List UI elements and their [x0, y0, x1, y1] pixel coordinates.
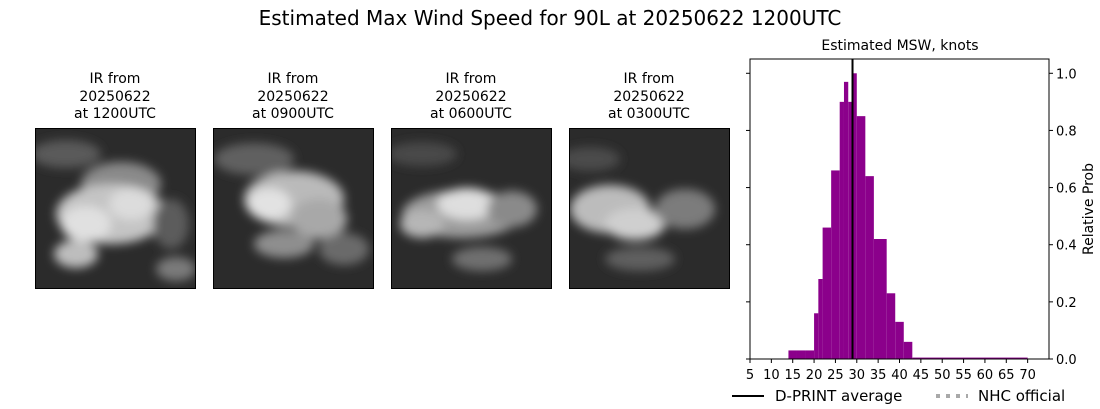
histogram-bar: [895, 321, 904, 359]
histogram-bar: [831, 170, 840, 359]
y-tick-label: 0.2: [1056, 296, 1077, 311]
legend-nhc-label: NHC official: [978, 387, 1065, 405]
x-tick-label: 60: [977, 368, 994, 383]
x-tick-label: 15: [784, 368, 801, 383]
ir-panel-2-title: IR from 20250622 at 0900UTC: [212, 71, 374, 124]
histogram-bar: [886, 293, 896, 359]
y-axis-ticks: 0.0 0.2 0.4 0.6 0.8 1.0: [746, 67, 1077, 368]
histogram-bar: [873, 239, 887, 359]
histogram-bars: [788, 73, 1028, 360]
ir-panel-3-date: 20250622: [435, 88, 507, 105]
ir-panel-4-date: 20250622: [613, 88, 685, 105]
x-tick-label: 35: [870, 368, 887, 383]
histogram-bar: [843, 81, 849, 359]
ir-panel-3-title: IR from 20250622 at 0600UTC: [390, 71, 552, 124]
histogram-bar: [788, 350, 797, 359]
ir-panel-1-time: at 1200UTC: [74, 106, 156, 122]
x-tick-label: 40: [891, 368, 908, 383]
ir-panel-2-line1: IR from: [267, 71, 319, 87]
chart-title: Estimated MSW, knots: [821, 38, 978, 54]
y-tick-label: 1.0: [1056, 67, 1077, 82]
ir-panel-1-date: 20250622: [79, 88, 151, 105]
x-tick-label: 50: [934, 368, 951, 383]
histogram-bar: [818, 279, 823, 359]
chart-legend: D-PRINT average NHC official: [732, 387, 1065, 405]
y-tick-label: 0.4: [1056, 239, 1077, 254]
histogram-bar: [903, 341, 913, 359]
x-tick-label: 20: [806, 368, 823, 383]
histogram-bar: [852, 73, 857, 360]
y-axis-label: Relative Prob: [1081, 163, 1097, 255]
ir-panel-2-date: 20250622: [257, 88, 329, 105]
x-tick-label: 65: [998, 368, 1015, 383]
histogram-bar: [912, 357, 1028, 359]
x-tick-label: 55: [955, 368, 972, 383]
histogram-bar: [848, 101, 853, 359]
x-tick-label: 30: [849, 368, 866, 383]
x-tick-label: 45: [913, 368, 930, 383]
histogram-bar: [839, 101, 844, 359]
ir-satellite-image-2: [213, 128, 374, 289]
histogram-bar: [805, 350, 815, 359]
histogram-bar: [796, 350, 806, 359]
ir-panel-1-line1: IR from: [89, 71, 141, 87]
x-tick-label: 25: [827, 368, 844, 383]
ir-panel-4-title: IR from 20250622 at 0300UTC: [568, 71, 730, 124]
ir-panel-3-time: at 0600UTC: [430, 106, 512, 122]
x-tick-label: 70: [1019, 368, 1036, 383]
ir-satellite-image-3: [391, 128, 552, 289]
ir-panel-3-line1: IR from: [445, 71, 497, 87]
y-tick-label: 0.0: [1056, 353, 1077, 368]
y-tick-label: 0.6: [1056, 182, 1077, 197]
histogram-bar: [822, 227, 832, 359]
x-tick-label: 5: [746, 368, 754, 383]
y-tick-label: 0.8: [1056, 124, 1077, 139]
ir-panel-4-line1: IR from: [623, 71, 675, 87]
histogram-bar: [814, 313, 819, 359]
ir-satellite-image-4: [569, 128, 730, 289]
x-axis-ticks: 5 10 15 20 25 30 35 40 45 50 55 60 65 70: [746, 359, 1036, 383]
ir-satellite-image-1: [35, 128, 196, 289]
histogram-bar: [856, 116, 866, 360]
axes-frame: [749, 58, 1050, 360]
figure-title: Estimated Max Wind Speed for 90L at 2025…: [258, 6, 842, 30]
ir-panel-1-title: IR from 20250622 at 1200UTC: [34, 71, 196, 124]
ir-panel-4-time: at 0300UTC: [608, 106, 690, 122]
histogram-bar: [865, 176, 874, 359]
ir-panel-2-time: at 0900UTC: [252, 106, 334, 122]
x-tick-label: 10: [763, 368, 780, 383]
legend-dprint-label: D-PRINT average: [775, 387, 902, 405]
